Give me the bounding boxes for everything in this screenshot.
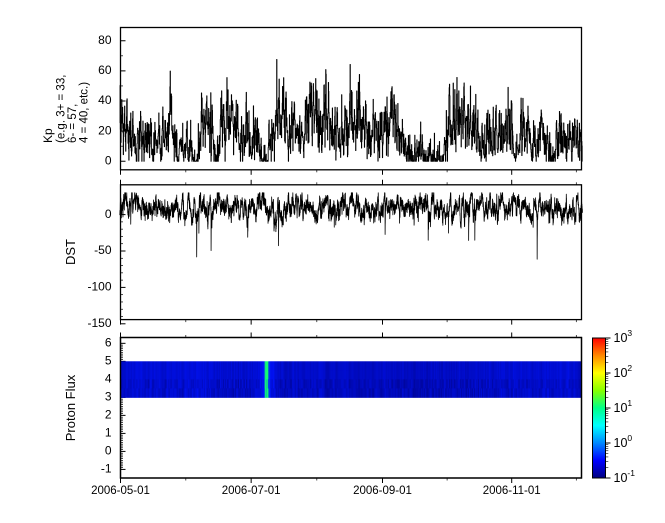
svg-text:-50: -50	[94, 243, 112, 257]
svg-text:60: 60	[98, 63, 112, 77]
svg-text:3: 3	[105, 390, 112, 404]
svg-text:40: 40	[98, 93, 112, 107]
svg-text:5: 5	[105, 354, 112, 368]
svg-text:DST: DST	[63, 239, 78, 265]
svg-text:0: 0	[105, 444, 112, 458]
svg-text:2: 2	[105, 408, 112, 422]
svg-text:-1: -1	[101, 462, 112, 476]
svg-text:2006-07-01: 2006-07-01	[222, 485, 281, 497]
svg-text:Proton Flux: Proton Flux	[63, 374, 78, 441]
svg-text:4 = 40, etc.): 4 = 40, etc.)	[79, 82, 91, 143]
svg-text:2006-11-01: 2006-11-01	[483, 485, 541, 497]
svg-text:6: 6	[105, 336, 112, 350]
svg-text:Kp: Kp	[41, 128, 55, 143]
svg-text:80: 80	[98, 33, 112, 47]
svg-text:6- = 57,: 6- = 57,	[67, 104, 79, 143]
svg-text:0: 0	[105, 207, 112, 221]
svg-text:2006-09-01: 2006-09-01	[353, 485, 412, 497]
svg-text:1: 1	[105, 426, 112, 440]
svg-text:4: 4	[105, 372, 112, 386]
svg-text:20: 20	[98, 123, 112, 137]
svg-text:-100: -100	[87, 280, 111, 294]
svg-text:2006-05-01: 2006-05-01	[91, 485, 150, 497]
svg-text:-150: -150	[87, 316, 111, 330]
svg-text:0: 0	[105, 153, 112, 167]
svg-text:(e.g. 3+ = 33,: (e.g. 3+ = 33,	[56, 75, 68, 143]
